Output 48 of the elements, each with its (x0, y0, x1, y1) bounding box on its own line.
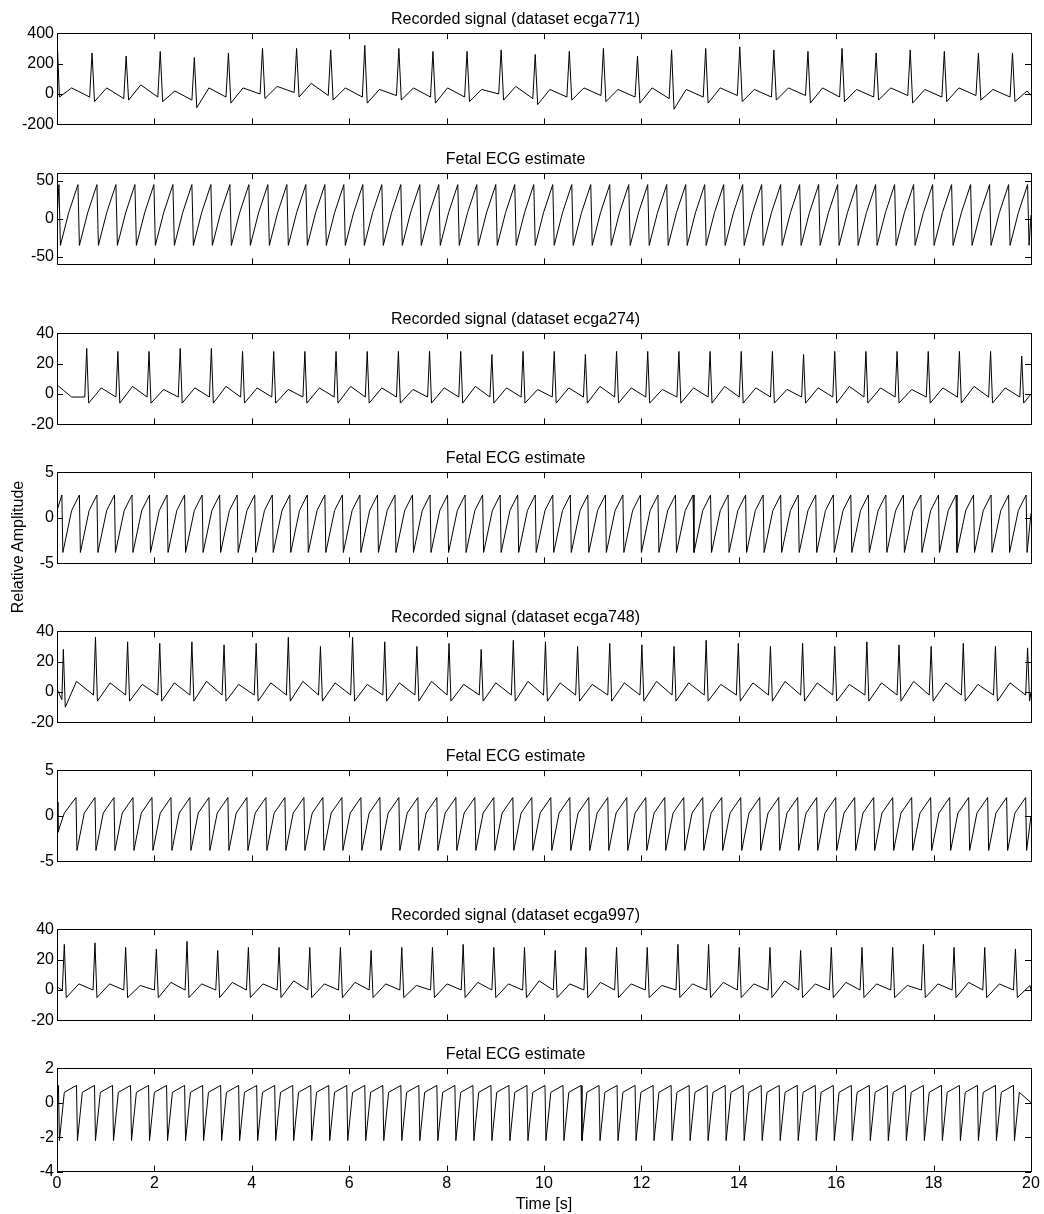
chart-title: Fetal ECG estimate (445, 150, 586, 168)
chart-title: Recorded signal (dataset ecga997) (390, 906, 641, 924)
y-tick-label: 5 (45, 760, 55, 778)
y-tick-label: 20 (36, 354, 55, 372)
chart-title: Recorded signal (dataset ecga748) (390, 608, 641, 626)
x-tick-label: 8 (442, 1173, 452, 1191)
chart-title: Fetal ECG estimate (445, 747, 586, 765)
y-tick-label: -20 (30, 712, 55, 730)
x-tick-label: 14 (729, 1173, 748, 1191)
y-tick-label: 5 (45, 462, 55, 480)
y-tick-label: 50 (36, 171, 55, 189)
chart-title: Fetal ECG estimate (445, 449, 586, 467)
x-tick-label: 16 (827, 1173, 846, 1191)
x-tick-label: 12 (632, 1173, 651, 1191)
y-tick-label: 0 (45, 209, 55, 227)
y-tick-label: 0 (45, 682, 55, 700)
y-tick-label: 0 (45, 508, 55, 526)
y-tick-label: 40 (36, 919, 55, 937)
x-tick-label: 4 (247, 1173, 257, 1191)
chart-title: Recorded signal (dataset ecga274) (390, 310, 641, 328)
y-tick-label: 20 (36, 652, 55, 670)
y-tick-label: 40 (36, 323, 55, 341)
y-tick-label: -5 (39, 851, 55, 869)
x-axis-title: Time [s] (515, 1194, 573, 1212)
chart-title: Recorded signal (dataset ecga771) (390, 10, 641, 28)
y-tick-label: 400 (27, 23, 55, 41)
y-tick-label: -20 (30, 1010, 55, 1028)
y-tick-label: 0 (45, 384, 55, 402)
y-tick-label: -5 (39, 553, 55, 571)
y-tick-label: -200 (21, 114, 55, 132)
x-tick-label: 2 (149, 1173, 159, 1191)
y-tick-label: 0 (45, 84, 55, 102)
y-axis-title: Relative Amplitude (9, 480, 27, 614)
y-tick-label: 0 (45, 980, 55, 998)
y-tick-label: 20 (36, 950, 55, 968)
y-tick-label: 200 (27, 54, 55, 72)
x-tick-label: 6 (344, 1173, 354, 1191)
y-tick-label: 2 (45, 1058, 55, 1076)
y-tick-label: 0 (45, 1093, 55, 1111)
x-tick-label: 10 (535, 1173, 553, 1191)
chart-title: Fetal ECG estimate (445, 1045, 586, 1063)
y-tick-label: -2 (39, 1127, 55, 1145)
y-tick-label: 40 (36, 621, 55, 639)
x-tick-label: 18 (924, 1173, 943, 1191)
y-tick-label: -20 (30, 414, 55, 432)
y-tick-label: -50 (30, 247, 55, 265)
x-tick-label: 20 (1022, 1173, 1040, 1191)
y-tick-label: 0 (45, 806, 55, 824)
